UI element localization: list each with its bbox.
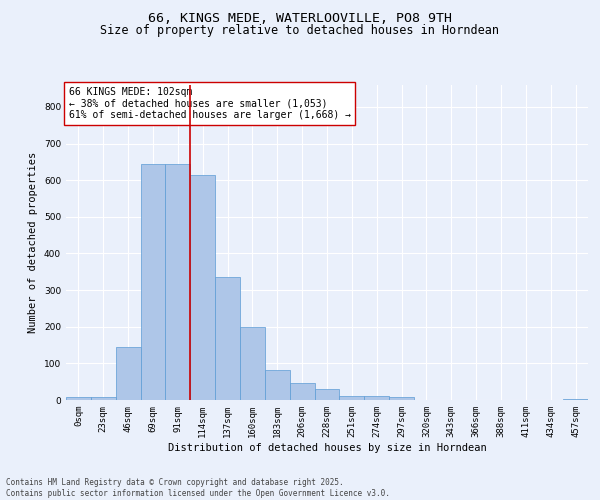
Bar [340, 396, 364, 400]
Bar [389, 398, 414, 400]
Text: Size of property relative to detached houses in Horndean: Size of property relative to detached ho… [101, 24, 499, 37]
Bar [265, 370, 290, 400]
Text: Contains HM Land Registry data © Crown copyright and database right 2025.
Contai: Contains HM Land Registry data © Crown c… [6, 478, 390, 498]
Text: 66, KINGS MEDE, WATERLOOVILLE, PO8 9TH: 66, KINGS MEDE, WATERLOOVILLE, PO8 9TH [148, 12, 452, 26]
Bar [290, 383, 314, 400]
Bar [166, 164, 190, 400]
Bar [140, 164, 166, 400]
Bar [66, 398, 91, 400]
Bar [314, 389, 340, 400]
X-axis label: Distribution of detached houses by size in Horndean: Distribution of detached houses by size … [167, 442, 487, 452]
Bar [364, 396, 389, 400]
Bar [563, 399, 588, 400]
Bar [116, 347, 140, 400]
Bar [91, 397, 116, 400]
Bar [240, 326, 265, 400]
Bar [190, 174, 215, 400]
Y-axis label: Number of detached properties: Number of detached properties [28, 152, 38, 333]
Text: 66 KINGS MEDE: 102sqm
← 38% of detached houses are smaller (1,053)
61% of semi-d: 66 KINGS MEDE: 102sqm ← 38% of detached … [68, 86, 350, 120]
Bar [215, 278, 240, 400]
